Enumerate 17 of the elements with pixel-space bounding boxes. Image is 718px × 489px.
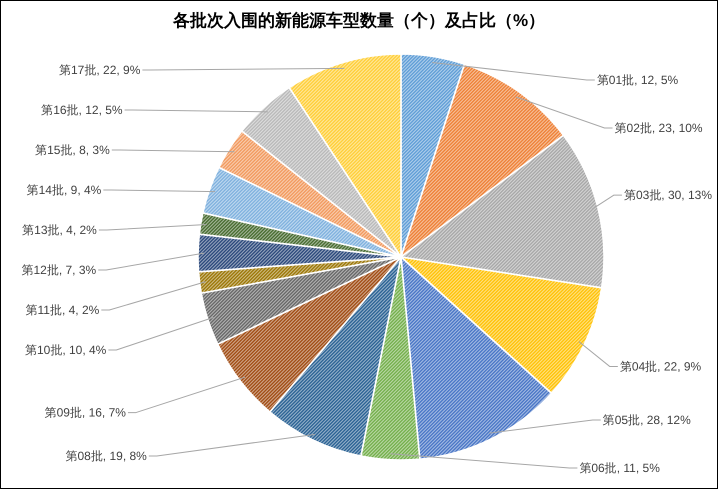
slice-label: 第17批, 22, 9%	[59, 63, 141, 77]
slice-label: 第16批, 12, 5%	[41, 103, 123, 117]
slice-label: 第04批, 22, 9%	[620, 360, 702, 374]
slice-label: 第13批, 4, 2%	[22, 223, 98, 237]
slice-label: 第12批, 7, 3%	[21, 263, 97, 277]
slice-label: 第10批, 10, 4%	[24, 343, 107, 357]
slice-label: 第03批, 30, 13%	[624, 188, 712, 202]
chart-title: 各批次入围的新能源车型数量（个）及占比（%）	[172, 11, 546, 30]
slice-label: 第02批, 23, 10%	[614, 121, 703, 135]
slice-label: 第15批, 8, 3%	[35, 143, 110, 157]
slice-label: 第06批, 11, 5%	[579, 461, 660, 475]
slice-label: 第14批, 9, 4%	[26, 183, 102, 197]
slice-label: 第09批, 16, 7%	[44, 406, 126, 420]
slice-label: 第05批, 28, 12%	[602, 413, 692, 427]
slice-label: 第08批, 19, 8%	[65, 449, 148, 463]
slice-label: 第11批, 4, 2%	[26, 303, 100, 317]
slice-label: 第01批, 12, 5%	[596, 73, 679, 87]
